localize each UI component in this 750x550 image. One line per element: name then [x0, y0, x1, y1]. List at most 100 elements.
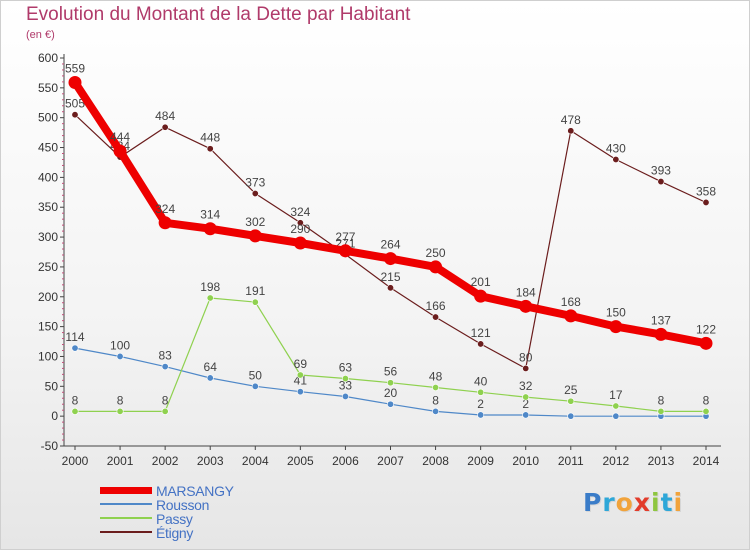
y-tick-label: 0 [51, 409, 58, 423]
data-label-passy: 32 [519, 379, 533, 393]
y-tick-label: 400 [38, 170, 58, 184]
data-point-passy [432, 384, 440, 392]
data-point-étigny [386, 284, 394, 292]
data-point-rousson [116, 352, 124, 360]
y-tick-label: 50 [45, 379, 59, 393]
data-point-passy [386, 379, 394, 387]
data-label-passy: 40 [474, 374, 488, 388]
data-label-marsangy: 559 [65, 61, 85, 75]
data-label-marsangy: 168 [561, 295, 581, 309]
legend-swatch-marsangy [100, 487, 152, 494]
data-label-marsangy: 184 [516, 285, 536, 299]
data-point-marsangy [384, 252, 397, 266]
data-point-passy [251, 298, 259, 306]
data-point-étigny [296, 219, 304, 227]
data-label-marsangy: 290 [290, 222, 310, 236]
data-point-passy [71, 407, 79, 415]
data-label-étigny: 358 [696, 184, 716, 198]
y-tick-label: 250 [38, 260, 58, 274]
y-tick-label: -50 [41, 439, 59, 453]
data-label-rousson: 100 [110, 338, 130, 352]
data-label-marsangy: 264 [380, 238, 400, 252]
data-point-marsangy [68, 75, 82, 89]
y-tick-label: 550 [38, 81, 58, 95]
data-point-étigny [567, 127, 575, 135]
x-tick-label: 2008 [422, 454, 449, 468]
data-label-passy: 48 [429, 370, 443, 384]
data-label-marsangy: 150 [606, 306, 626, 320]
x-tick-label: 2002 [152, 454, 179, 468]
data-point-marsangy [654, 327, 668, 341]
data-label-rousson: 83 [158, 349, 172, 363]
data-label-rousson: 64 [204, 360, 218, 374]
x-tick-label: 2001 [107, 454, 134, 468]
legend-label-passy: Passy [156, 511, 193, 527]
data-label-étigny: 121 [471, 326, 491, 340]
data-label-étigny: 324 [290, 205, 310, 219]
x-tick-label: 2010 [512, 454, 539, 468]
y-tick-label: 150 [38, 320, 58, 334]
data-label-passy: 69 [294, 357, 308, 371]
data-label-étigny: 215 [380, 270, 400, 284]
data-label-passy: 8 [117, 393, 124, 407]
data-label-étigny: 484 [155, 109, 175, 123]
data-point-rousson [386, 400, 394, 408]
data-point-passy [567, 397, 575, 405]
x-tick-label: 2014 [693, 454, 720, 468]
data-label-étigny: 166 [426, 299, 446, 313]
x-tick-label: 2003 [197, 454, 224, 468]
data-point-passy [612, 402, 620, 410]
data-label-marsangy: 122 [696, 322, 716, 336]
x-tick-label: 2009 [467, 454, 494, 468]
data-point-passy [657, 407, 665, 415]
data-label-passy: 8 [703, 393, 710, 407]
data-point-marsangy [113, 144, 127, 158]
data-point-étigny [612, 155, 620, 163]
data-point-passy [206, 294, 214, 302]
data-label-marsangy: 250 [426, 246, 446, 260]
legend-item-etigny[interactable]: Étigny [100, 525, 300, 541]
data-point-passy [477, 388, 485, 396]
legend-swatch-passy [100, 517, 152, 519]
data-point-marsangy [474, 289, 488, 303]
data-point-marsangy [429, 260, 443, 274]
legend-label-rousson: Rousson [156, 497, 210, 513]
data-point-rousson [71, 344, 79, 352]
data-label-étigny: 430 [606, 141, 626, 155]
legend-item-rousson[interactable]: Rousson [100, 497, 300, 513]
data-label-rousson: 50 [249, 368, 263, 382]
y-tick-label: 350 [38, 200, 58, 214]
data-label-rousson: 41 [294, 374, 308, 388]
data-point-marsangy [338, 244, 352, 258]
data-label-rousson: 8 [432, 393, 439, 407]
data-point-rousson [477, 411, 485, 419]
data-label-passy: 17 [609, 388, 623, 402]
y-tick-label: 200 [38, 290, 58, 304]
data-point-étigny [432, 313, 440, 321]
data-point-étigny [477, 340, 485, 348]
legend-item-marsangy[interactable]: MARSANGY [100, 483, 300, 499]
data-point-marsangy [519, 299, 533, 313]
data-label-passy: 25 [564, 383, 578, 397]
data-point-marsangy [248, 229, 262, 243]
data-point-rousson [161, 363, 169, 371]
x-tick-label: 2006 [332, 454, 359, 468]
data-label-marsangy: 302 [245, 215, 265, 229]
data-label-marsangy: 137 [651, 313, 671, 327]
y-tick-label: 500 [38, 111, 58, 125]
data-point-passy [702, 407, 710, 415]
data-label-rousson: 33 [339, 378, 353, 392]
data-label-rousson: 2 [477, 397, 484, 411]
data-label-rousson: 20 [384, 386, 398, 400]
data-point-étigny [161, 123, 169, 131]
legend-label-marsangy: MARSANGY [156, 483, 234, 499]
legend-item-passy[interactable]: Passy [100, 511, 300, 527]
data-label-étigny: 478 [561, 113, 581, 127]
data-point-passy [161, 407, 169, 415]
proxiti-logo: Proxiti [583, 488, 684, 517]
data-label-passy: 8 [72, 393, 79, 407]
legend: MARSANGY Rousson Passy Étigny [100, 483, 300, 541]
y-tick-label: 450 [38, 141, 58, 155]
